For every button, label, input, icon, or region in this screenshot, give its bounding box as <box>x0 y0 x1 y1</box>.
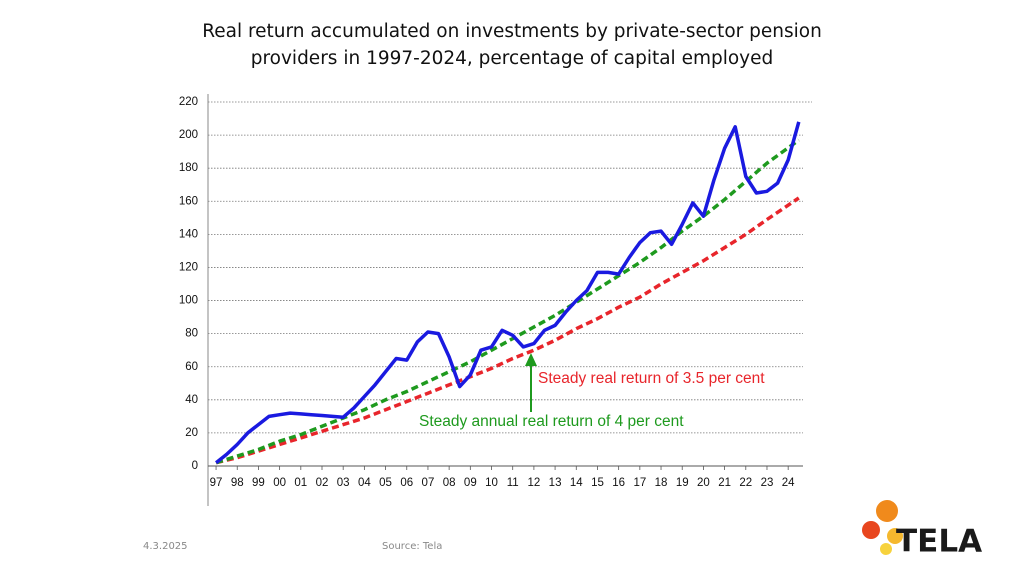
x-tick-label: 06 <box>400 477 413 489</box>
x-tick-label: 21 <box>718 477 731 489</box>
y-tick-label: 20 <box>185 427 198 439</box>
x-tick-label: 14 <box>570 477 583 489</box>
data-line <box>215 121 801 465</box>
annotation-arrow-head <box>525 353 537 366</box>
x-tick-label: 18 <box>655 477 668 489</box>
y-tick-label: 120 <box>179 261 198 273</box>
y-tick-label: 60 <box>185 361 198 373</box>
x-tick-label: 10 <box>485 477 498 489</box>
logo-dot <box>887 528 903 544</box>
annotation: Steady annual real return of 4 per cent <box>419 413 684 430</box>
chart-title: Real return accumulated on investments b… <box>202 21 822 69</box>
data-line <box>215 138 800 465</box>
y-tick-label: 160 <box>179 195 198 207</box>
x-tick-label: 22 <box>739 477 752 489</box>
y-tick-label: 0 <box>192 460 198 472</box>
x-tick-label: 98 <box>231 477 244 489</box>
data-line <box>215 196 800 465</box>
x-tick-label: 00 <box>273 477 286 489</box>
x-tick-label: 13 <box>549 477 562 489</box>
x-tick-label: 08 <box>443 477 456 489</box>
x-tick-label: 07 <box>422 477 435 489</box>
annotation: Steady real return of 3.5 per cent <box>538 370 765 387</box>
x-tick-label: 02 <box>316 477 329 489</box>
x-tick-label: 01 <box>294 477 307 489</box>
y-tick-label: 200 <box>179 129 198 141</box>
y-tick-label: 220 <box>179 96 198 108</box>
x-tick-label: 09 <box>464 477 477 489</box>
logo-dot <box>876 500 898 522</box>
x-tick-label: 03 <box>337 477 350 489</box>
x-tick-label: 20 <box>697 477 710 489</box>
x-tick-label: 05 <box>379 477 392 489</box>
x-tick-label: 12 <box>527 477 540 489</box>
x-tick-label: 97 <box>210 477 223 489</box>
x-tick-label: 17 <box>633 477 646 489</box>
y-tick-label: 180 <box>179 162 198 174</box>
logo: TELA <box>862 500 982 560</box>
logo-dot <box>880 543 892 555</box>
x-tick-label: 04 <box>358 477 371 489</box>
y-tick-label: 140 <box>179 228 198 240</box>
x-tick-label: 11 <box>507 477 519 489</box>
x-tick-label: 24 <box>782 477 795 489</box>
y-tick-label: 40 <box>185 394 198 406</box>
x-tick-label: 15 <box>591 477 604 489</box>
footer-source: Source: Tela <box>382 541 442 552</box>
x-tick-label: 19 <box>676 477 689 489</box>
logo-dot <box>862 521 880 539</box>
x-tick-label: 16 <box>612 477 625 489</box>
y-tick-label: 100 <box>179 295 198 307</box>
logo-text: TELA <box>896 524 982 560</box>
x-tick-label: 99 <box>252 477 265 489</box>
x-tick-label: 23 <box>761 477 774 489</box>
footer-date: 4.3.2025 <box>143 541 188 552</box>
y-tick-label: 80 <box>185 328 198 340</box>
